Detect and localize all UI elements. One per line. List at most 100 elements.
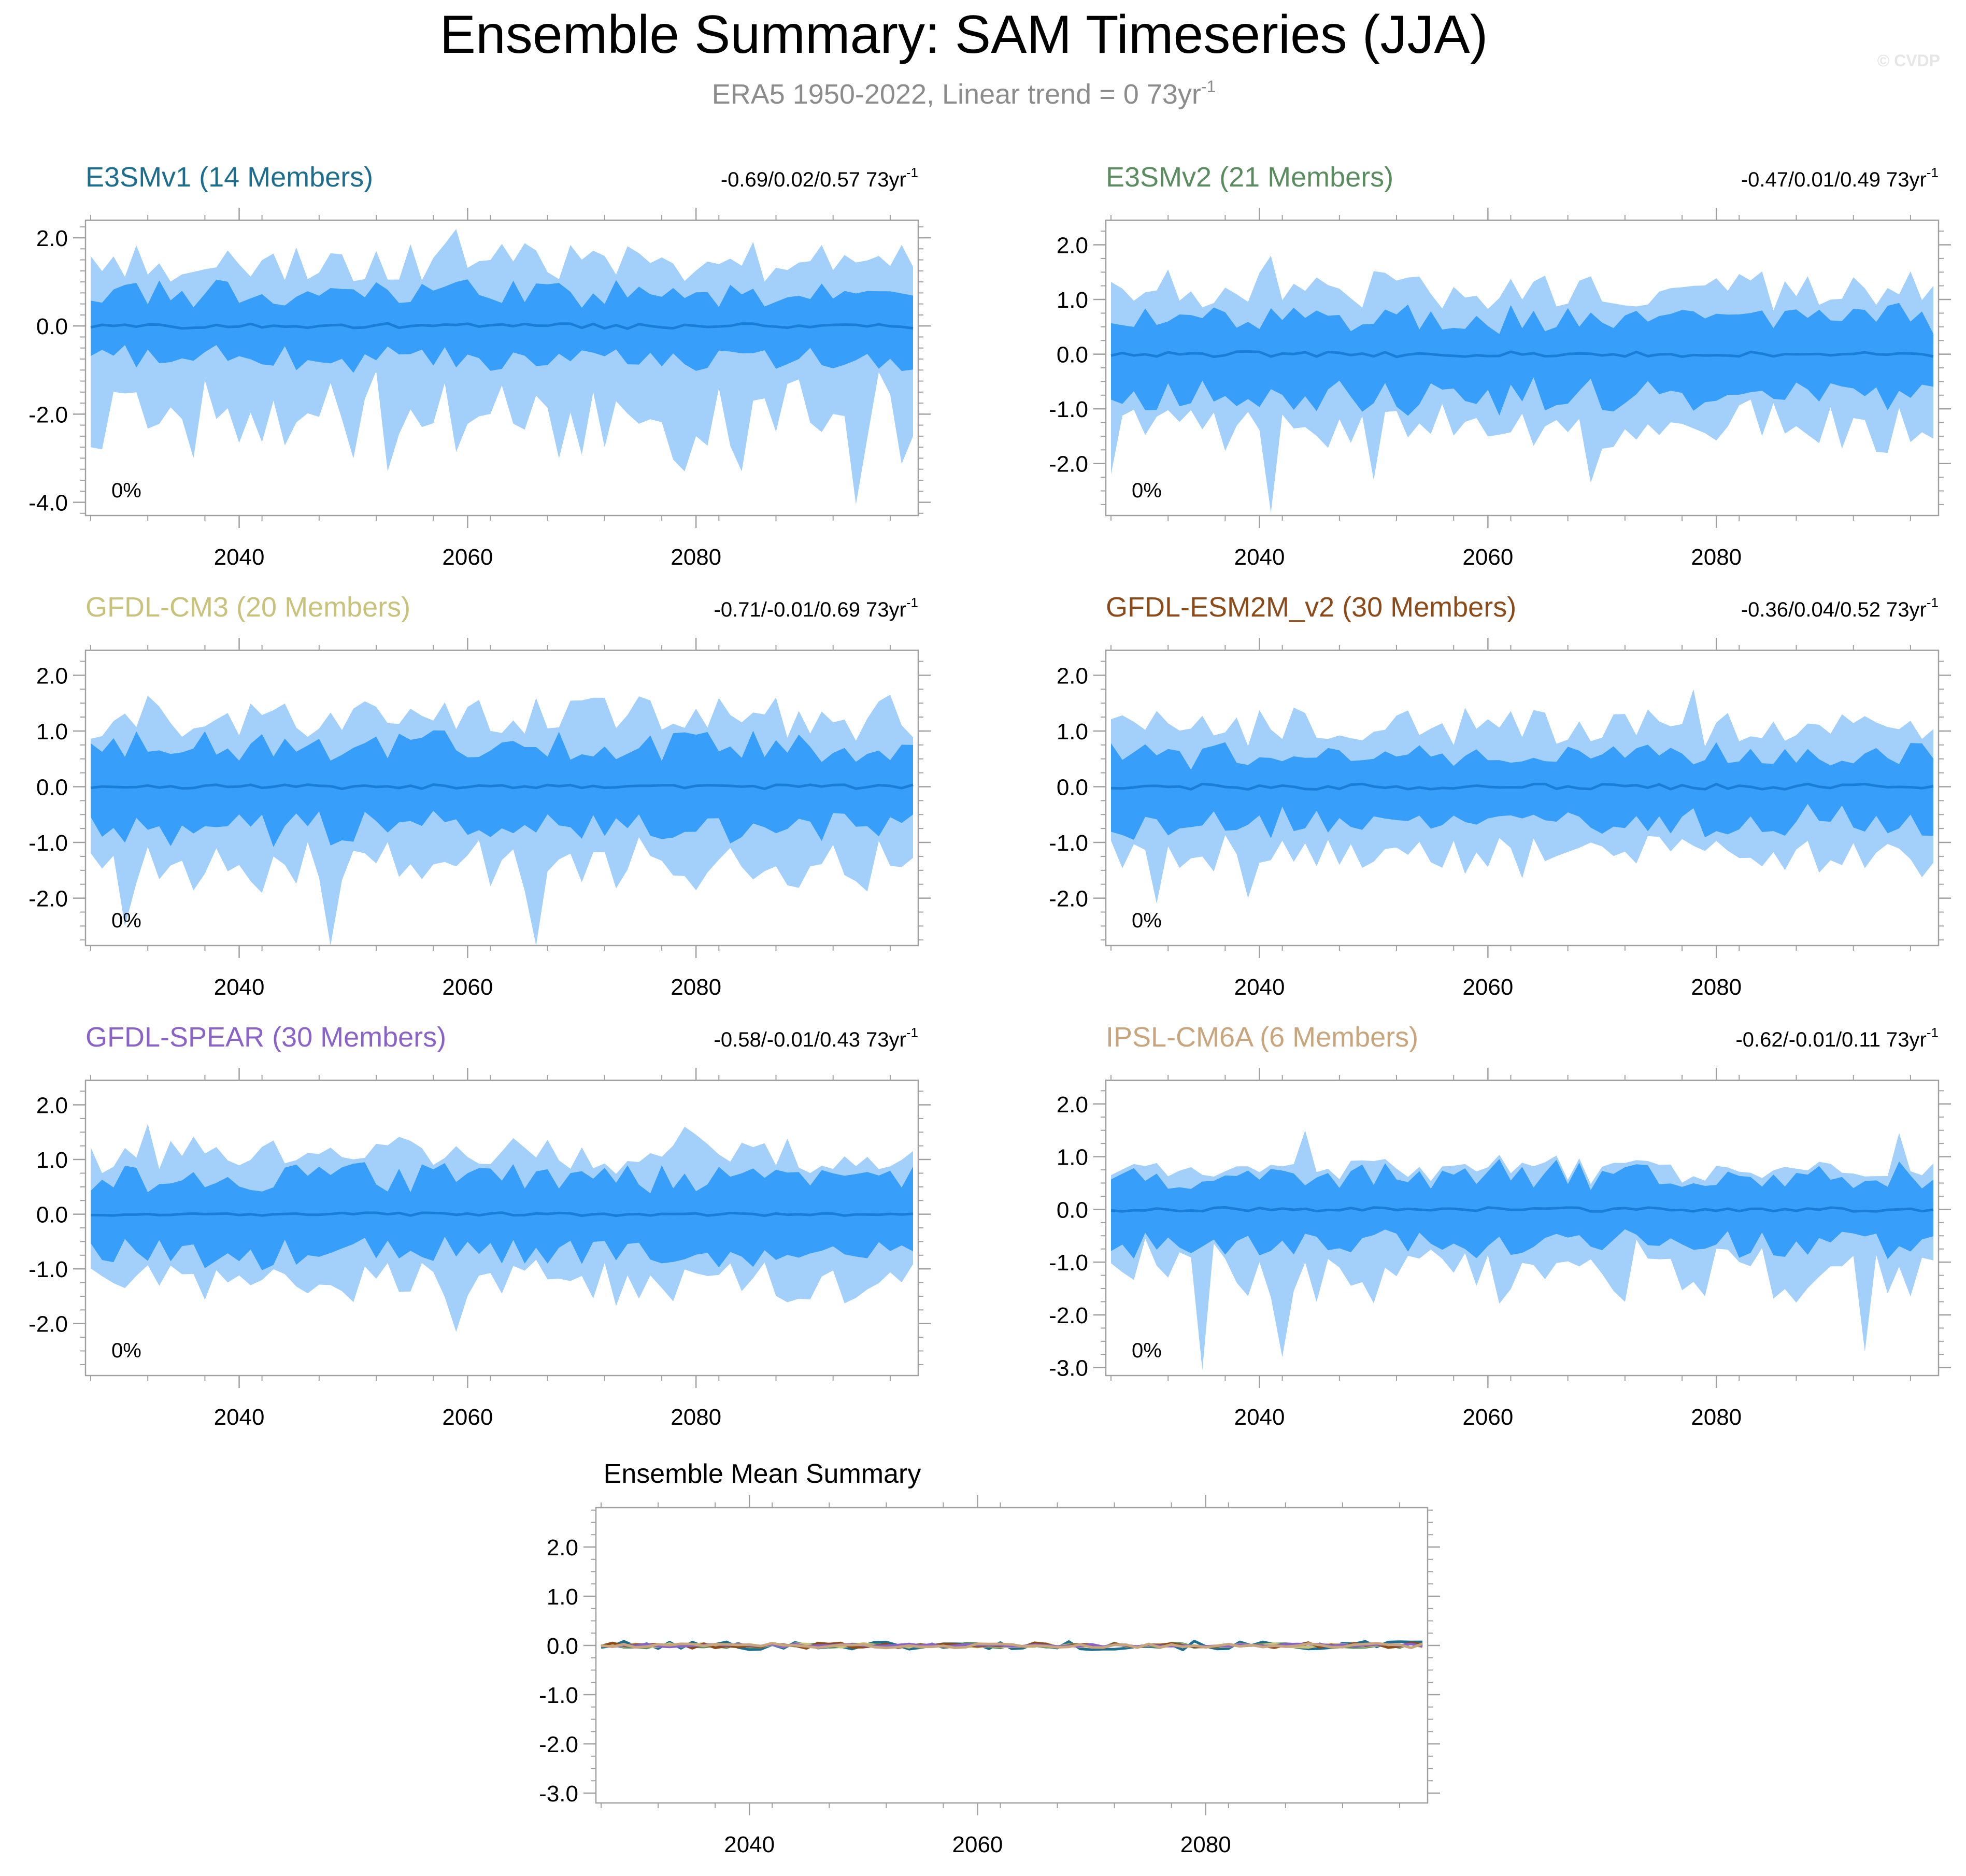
y-tick-label: -3.0 <box>1049 1356 1088 1381</box>
x-tick-label: 2080 <box>1180 1832 1231 1857</box>
percent-label: 0% <box>1132 479 1162 502</box>
ensemble-mean-line <box>1110 782 1934 791</box>
y-tick-label: -1.0 <box>539 1683 578 1708</box>
y-tick-label: -1.0 <box>29 1257 68 1282</box>
y-tick-label: 0.0 <box>36 775 68 800</box>
y-tick-label: 2.0 <box>1057 233 1088 259</box>
x-tick-label: 2040 <box>724 1832 775 1857</box>
x-tick-label: 2080 <box>671 1405 721 1430</box>
x-tick-label: 2040 <box>1234 1405 1285 1430</box>
inner-spread-band <box>1111 303 1933 416</box>
trend-sup: -1 <box>1927 1025 1939 1040</box>
panel-title: GFDL-CM3 (20 Members) <box>86 592 410 623</box>
x-tick-label: 2040 <box>214 545 265 570</box>
panel-trend-label: -0.62/-0.01/0.11 73yr-1 <box>1735 1025 1939 1051</box>
ensemble-mean-line <box>90 322 914 330</box>
y-tick-label: -3.0 <box>539 1781 578 1807</box>
trend-sup: -1 <box>906 165 918 180</box>
plot-frame <box>84 219 919 517</box>
y-tick-label: 1.0 <box>36 1148 68 1173</box>
series-line-ipsl-cm6a <box>601 1642 1423 1650</box>
x-tick-label: 2060 <box>1462 1405 1513 1430</box>
percent-label: 0% <box>111 909 141 932</box>
trend-text: -0.58/-0.01/0.43 73yr <box>714 1028 906 1051</box>
trend-text: -0.69/0.02/0.57 73yr <box>721 168 906 191</box>
x-tick-label: 2080 <box>1691 975 1742 1000</box>
x-tick-label: 2060 <box>442 975 493 1000</box>
x-tick-label: 2060 <box>1462 545 1513 570</box>
x-tick-label: 2060 <box>442 545 493 570</box>
x-tick-label: 2080 <box>671 545 721 570</box>
figure-subtitle: ERA5 1950-2022, Linear trend = 0 73yr-1 <box>712 77 1216 110</box>
percent-label: 0% <box>111 1339 141 1362</box>
ensemble-mean-line <box>90 1211 914 1218</box>
panels-layer: 2.0 0.0 -2.0 -4.0 2040 2060 2080 E3SMv1 (14 Mem… <box>29 162 1951 1857</box>
y-tick-label: 1.0 <box>547 1584 578 1610</box>
trend-text: -0.62/-0.01/0.11 73yr <box>1735 1028 1926 1051</box>
x-tick-label: 2060 <box>952 1832 1003 1857</box>
plot-frame <box>595 1507 1429 1804</box>
y-tick-label: 1.0 <box>1057 719 1088 744</box>
y-tick-label: 2.0 <box>36 226 68 251</box>
percent-label: 0% <box>1132 1339 1162 1362</box>
y-tick-label: -2.0 <box>1049 452 1088 477</box>
chart-panel-ensemble-mean: 2.0 1.0 0.0 -1.0 -2.0 -3.0 2040 2060 2080 Ensembl… <box>539 1459 1440 1857</box>
plot-frame <box>1105 649 1940 947</box>
ensemble-mean-line <box>1110 350 1934 359</box>
chart-panel-ipsl-cm6a: 2.0 1.0 0.0 -1.0 -2.0 -3.0 2040 2060 2080 IPSL-CM… <box>1049 1022 1951 1430</box>
figure-title: Ensemble Summary: SAM Timeseries (JJA) <box>440 5 1488 65</box>
chart-panel-gfdl-spear: 2.0 1.0 0.0 -1.0 -2.0 2040 2060 2080 GFDL-SPEAR … <box>29 1022 931 1430</box>
chart-panel-e3smv2: 2.0 1.0 0.0 -1.0 -2.0 2040 2060 2080 E3SMv2 (21 … <box>1049 162 1951 570</box>
trend-sup: -1 <box>1927 165 1939 180</box>
x-tick-label: 2040 <box>1234 545 1285 570</box>
panel-title: GFDL-ESM2M_v2 (30 Members) <box>1106 592 1516 623</box>
trend-text: -0.36/0.04/0.52 73yr <box>1741 598 1927 621</box>
y-tick-label: 0.0 <box>36 314 68 339</box>
inner-spread-band <box>91 730 913 847</box>
figure-subtitle-sup: -1 <box>1201 77 1216 96</box>
inner-spread-band <box>1111 742 1933 840</box>
y-tick-label: -2.0 <box>539 1732 578 1757</box>
y-tick-label: 0.0 <box>1057 342 1088 368</box>
panel-trend-label: -0.69/0.02/0.57 73yr-1 <box>721 165 918 191</box>
y-tick-label: 1.0 <box>1057 1145 1088 1170</box>
trend-text: -0.47/0.01/0.49 73yr <box>1741 168 1927 191</box>
trend-sup: -1 <box>906 1025 918 1040</box>
y-tick-label: -4.0 <box>29 490 68 515</box>
y-tick-label: 0.0 <box>36 1202 68 1228</box>
chart-panel-e3smv1: 2.0 0.0 -2.0 -4.0 2040 2060 2080 E3SMv1 (14 Mem… <box>29 162 931 570</box>
ensemble-mean-line <box>90 783 914 791</box>
trend-sup: -1 <box>906 595 918 610</box>
trend-sup: -1 <box>1927 595 1939 610</box>
panel-title: E3SMv1 (14 Members) <box>86 162 373 193</box>
y-tick-label: -2.0 <box>29 402 68 427</box>
y-tick-label: 2.0 <box>1057 663 1088 689</box>
x-tick-label: 2040 <box>1234 975 1285 1000</box>
percent-label: 0% <box>111 479 141 502</box>
percent-label: 0% <box>1132 909 1162 932</box>
y-tick-label: -1.0 <box>1049 1250 1088 1276</box>
figure-subtitle-text: ERA5 1950-2022, Linear trend = 0 73yr <box>712 79 1201 110</box>
plot-frame <box>84 649 919 947</box>
inner-spread-band <box>91 1162 913 1270</box>
y-tick-label: 0.0 <box>547 1634 578 1659</box>
panel-title: IPSL-CM6A (6 Members) <box>1106 1022 1418 1053</box>
y-tick-label: 0.0 <box>1057 775 1088 800</box>
plot-frame <box>84 1079 919 1377</box>
x-tick-label: 2040 <box>214 1405 265 1430</box>
panel-trend-label: -0.47/0.01/0.49 73yr-1 <box>1741 165 1939 191</box>
trend-text: -0.71/-0.01/0.69 73yr <box>714 598 906 621</box>
y-tick-label: 2.0 <box>36 663 68 689</box>
panel-trend-label: -0.71/-0.01/0.69 73yr-1 <box>714 595 918 621</box>
y-tick-label: -1.0 <box>1049 830 1088 856</box>
y-tick-label: 2.0 <box>36 1093 68 1119</box>
y-tick-label: -2.0 <box>29 886 68 912</box>
panel-trend-label: -0.36/0.04/0.52 73yr-1 <box>1741 595 1939 621</box>
y-tick-label: -1.0 <box>1049 397 1088 422</box>
y-tick-label: 2.0 <box>1057 1092 1088 1118</box>
chart-panel-gfdl-cm3: 2.0 1.0 0.0 -1.0 -2.0 2040 2060 2080 GFDL-CM3 (2… <box>29 592 931 1000</box>
x-tick-label: 2060 <box>442 1405 493 1430</box>
chart-panel-gfdl-esm2m-v2: 2.0 1.0 0.0 -1.0 -2.0 2040 2060 2080 GFDL-ESM2M_… <box>1049 592 1951 1000</box>
y-tick-label: -2.0 <box>1049 1303 1088 1328</box>
